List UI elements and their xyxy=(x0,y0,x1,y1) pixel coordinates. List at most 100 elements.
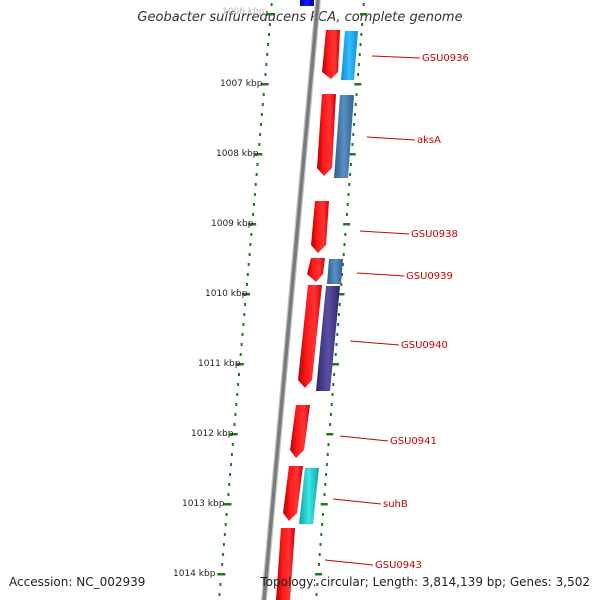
cog-track-tick xyxy=(334,353,337,356)
scale-minor-tick xyxy=(254,183,257,186)
gene-label-gsu0941[interactable]: GSU0941 xyxy=(390,436,437,447)
cog-bar-gsu0940[interactable] xyxy=(316,286,340,391)
scale-minor-tick xyxy=(262,93,265,96)
scale-minor-tick xyxy=(270,3,273,6)
scale-minor-tick xyxy=(233,423,236,426)
scale-ruler xyxy=(217,3,275,596)
gene-arrow-gsu0936[interactable] xyxy=(322,30,340,79)
scale-major-tick xyxy=(242,293,250,296)
cog-track-tick xyxy=(330,403,333,406)
scale-minor-tick xyxy=(231,443,234,446)
scale-minor-tick xyxy=(256,163,259,166)
cog-track-tick xyxy=(359,13,367,16)
cog-track-tick xyxy=(335,343,338,346)
leader-line-gsu0940 xyxy=(349,340,400,346)
cog-track-tick xyxy=(349,163,352,166)
cog-track-tick xyxy=(318,553,321,556)
accession-text: Accession: NC_002939 xyxy=(9,575,146,589)
scale-minor-tick xyxy=(240,343,243,346)
genome-backbone xyxy=(262,0,320,600)
scale-minor-tick xyxy=(268,23,271,26)
scale-minor-tick xyxy=(221,563,224,566)
gene-label-gsu0943[interactable]: GSU0943 xyxy=(375,560,422,571)
scale-minor-tick xyxy=(229,473,232,476)
scale-minor-tick xyxy=(224,523,227,526)
scale-minor-tick xyxy=(252,213,255,216)
gene-label-suhb[interactable]: suhB xyxy=(383,499,408,510)
cog-track-tick xyxy=(321,513,324,516)
gene-arrow-gsu0938[interactable] xyxy=(311,201,329,253)
cog-track-tick xyxy=(349,173,352,176)
gene-arrow-suhb[interactable] xyxy=(283,466,303,521)
cog-bar-aksa[interactable] xyxy=(334,95,354,178)
scale-major-tick xyxy=(229,433,238,436)
genome-title: Geobacter sulfurreducens PCA, complete g… xyxy=(137,10,463,25)
cog-track-tick xyxy=(345,213,348,216)
cog-track-tick xyxy=(341,273,344,276)
scale-major-tick xyxy=(254,153,263,156)
cog-track-tick xyxy=(332,383,335,386)
gene-label-gsu0939[interactable]: GSU0939 xyxy=(406,271,453,282)
scale-minor-tick xyxy=(230,463,232,466)
scale-major-tick xyxy=(223,503,232,506)
cog-track-tick xyxy=(315,573,323,576)
gene-label-gsu0936[interactable]: GSU0936 xyxy=(422,53,469,64)
faded-scale-label: 1006 kbp xyxy=(222,7,265,17)
leader-line-gsu0943 xyxy=(324,559,374,566)
cog-track-tick xyxy=(324,483,327,486)
cog-track-tick xyxy=(337,323,340,326)
gene-label-aksa[interactable]: aksA xyxy=(417,135,441,146)
cog-bar-suhb[interactable] xyxy=(299,468,319,524)
top-feature-block xyxy=(300,0,314,6)
gene-label-gsu0938[interactable]: GSU0938 xyxy=(411,229,458,240)
gene-arrow-aksa[interactable] xyxy=(317,94,336,176)
scale-minor-tick xyxy=(261,103,264,106)
scale-minor-tick xyxy=(248,253,251,256)
scale-major-tick xyxy=(217,573,226,576)
cog-track-tick xyxy=(351,143,354,146)
scale-minor-tick xyxy=(260,123,262,126)
cog-track-tick xyxy=(360,33,363,36)
scale-minor-tick xyxy=(253,203,255,206)
scale-minor-tick xyxy=(249,243,252,246)
scale-minor-tick xyxy=(241,333,244,336)
gene-arrow-gsu0939[interactable] xyxy=(307,258,325,282)
cog-track-tick xyxy=(344,233,347,236)
cog-track-tick xyxy=(329,423,332,426)
cog-track-tick xyxy=(337,313,340,316)
gene-arrow-gsu0941[interactable] xyxy=(290,405,310,458)
leader-line-gsu0936 xyxy=(371,55,421,59)
scale-minor-tick xyxy=(246,273,249,276)
scale-minor-tick xyxy=(237,383,240,386)
gene-arrow-gsu0943[interactable] xyxy=(276,528,295,600)
cog-track-tick xyxy=(353,123,356,126)
scale-minor-tick xyxy=(219,583,222,586)
topology-text: Topology: circular; Length: 3,814,139 bp… xyxy=(260,575,590,589)
scale-minor-tick xyxy=(218,593,221,596)
kbp-label-1010: 1010 kbp xyxy=(205,289,248,299)
scale-minor-tick xyxy=(247,263,250,266)
gene-arrow-gsu0940[interactable] xyxy=(298,285,322,388)
scale-major-tick xyxy=(260,83,269,86)
scale-minor-tick xyxy=(222,553,225,556)
cog-track-tick xyxy=(348,153,356,156)
cog-track-tick xyxy=(329,413,332,416)
scale-minor-tick xyxy=(235,403,238,406)
cog-track-tick xyxy=(338,303,341,306)
cog-track-tick xyxy=(347,193,350,196)
cog-track-tick xyxy=(320,503,328,506)
scale-minor-tick xyxy=(255,173,258,176)
scale-minor-tick xyxy=(266,53,269,56)
cog-track-tick xyxy=(342,253,345,256)
cog-track-tick xyxy=(353,113,356,116)
kbp-label-1011: 1011 kbp xyxy=(198,359,241,369)
scale-minor-tick xyxy=(259,133,262,136)
scale-minor-tick xyxy=(236,393,239,396)
cog-bar-gsu0939[interactable] xyxy=(327,259,343,284)
cog-bar-gsu0936[interactable] xyxy=(341,31,358,80)
scale-minor-tick xyxy=(228,483,231,486)
cog-track-tick xyxy=(327,443,330,446)
cog-track-tick xyxy=(321,523,324,526)
scale-minor-tick xyxy=(234,413,237,416)
gene-label-gsu0940[interactable]: GSU0940 xyxy=(401,340,448,351)
